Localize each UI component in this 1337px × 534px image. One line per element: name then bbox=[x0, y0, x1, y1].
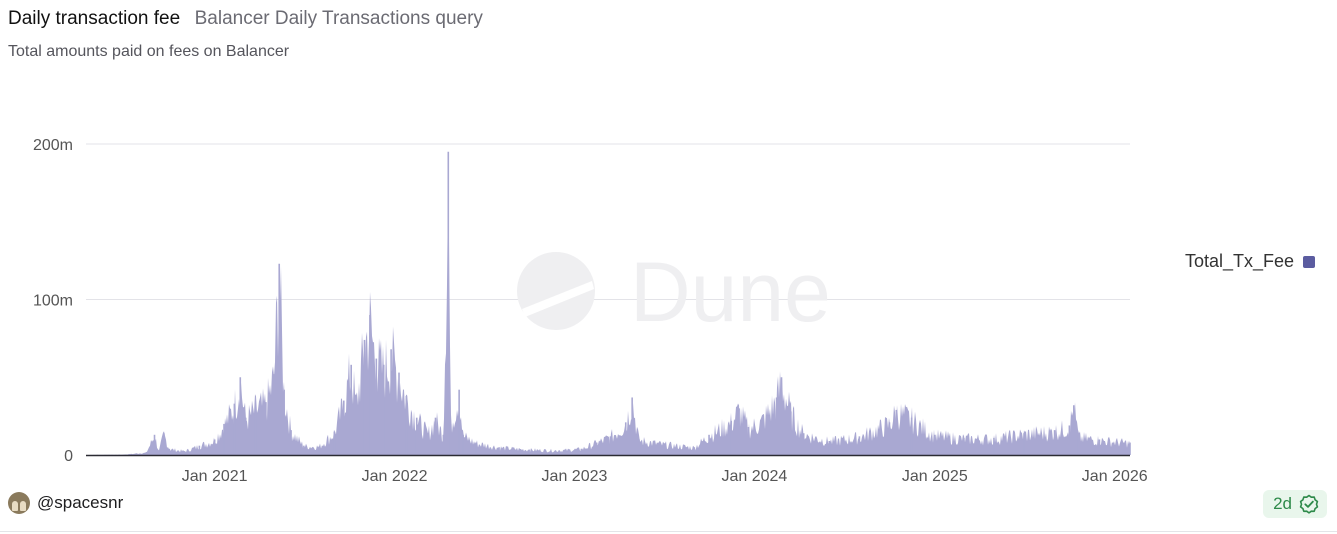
x-tick-label: Jan 2021 bbox=[182, 468, 248, 485]
x-tick-label: Jan 2026 bbox=[1082, 468, 1148, 485]
chart-subtitle: Total amounts paid on fees on Balancer bbox=[8, 43, 290, 60]
query-name[interactable]: Balancer Daily Transactions query bbox=[194, 8, 483, 29]
y-tick-label: 200m bbox=[33, 137, 73, 154]
grid-lines bbox=[86, 143, 1130, 300]
watermark-text: Dune bbox=[630, 245, 831, 339]
chart-header: Daily transaction fee Balancer Daily Tra… bbox=[8, 8, 483, 30]
x-axis: Jan 2021 Jan 2022 Jan 2023 Jan 2024 Jan 2025… bbox=[86, 454, 1148, 485]
series-area-fill bbox=[86, 190, 1130, 455]
y-tick-label: 0 bbox=[64, 448, 73, 465]
dune-logo-slash bbox=[522, 281, 594, 317]
y-axis: 0 100m 200m bbox=[33, 137, 73, 465]
chart-title: Daily transaction fee bbox=[8, 8, 181, 29]
footer: @spacesnr bbox=[8, 492, 123, 514]
author-handle[interactable]: @spacesnr bbox=[37, 493, 124, 512]
avatar[interactable] bbox=[8, 492, 30, 514]
freshness-label: 2d bbox=[1273, 494, 1292, 513]
x-tick-label: Jan 2022 bbox=[362, 468, 428, 485]
x-tick-label: Jan 2025 bbox=[902, 468, 968, 485]
y-tick-label: 100m bbox=[33, 293, 73, 310]
legend[interactable]: Total_Tx_Fee bbox=[1185, 251, 1315, 272]
dune-watermark: Dune bbox=[517, 245, 831, 339]
legend-label: Total_Tx_Fee bbox=[1184, 251, 1294, 271]
freshness-badge[interactable]: 2d bbox=[1263, 490, 1327, 518]
legend-swatch bbox=[1303, 255, 1315, 268]
series-area bbox=[86, 151, 1131, 455]
verified-check-icon bbox=[1299, 494, 1319, 514]
x-tick-label: Jan 2024 bbox=[721, 468, 787, 485]
bottom-divider bbox=[0, 531, 1337, 532]
x-tick-label: Jan 2023 bbox=[542, 468, 608, 485]
